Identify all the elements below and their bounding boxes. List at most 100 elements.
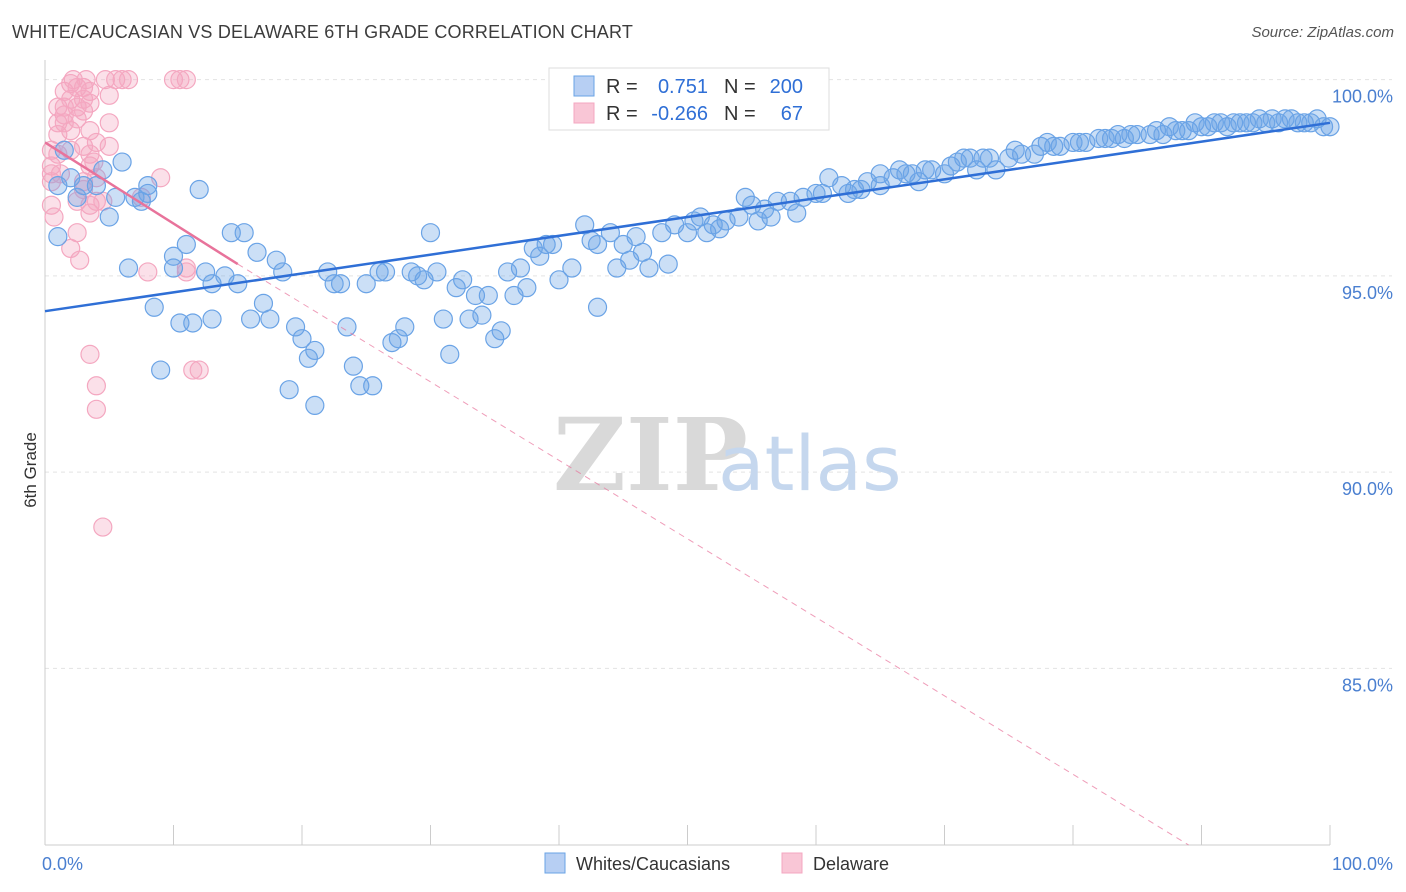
whites-point: [234, 223, 254, 243]
whites-point: [138, 183, 158, 204]
whites-point: [542, 234, 563, 255]
whites-point: [112, 152, 132, 172]
watermark-atlas: atlas: [718, 419, 902, 508]
delaware-point: [50, 164, 71, 184]
whites-point: [395, 317, 415, 337]
whites-point: [979, 148, 1000, 168]
delaware-point: [176, 262, 196, 282]
whites-point: [324, 274, 344, 294]
whites-trend-line: [44, 121, 1331, 313]
whites-point: [510, 258, 531, 278]
whites-point: [247, 242, 267, 262]
whites-point: [285, 317, 306, 337]
y-axis-label: 6th Grade: [21, 432, 40, 508]
delaware-point: [70, 250, 90, 270]
whites-point: [427, 262, 447, 282]
whites-point: [491, 321, 511, 341]
delaware-point: [99, 113, 119, 133]
whites-point: [375, 262, 396, 282]
whites-point: [48, 227, 68, 247]
legend-n-label-1: N =: [724, 76, 756, 98]
whites-point: [1191, 117, 1212, 137]
whites-point: [587, 234, 608, 255]
whites-point: [241, 309, 261, 329]
x-tick-labels: 0.0% 100.0%: [42, 854, 1393, 874]
whites-point: [472, 305, 492, 325]
legend-n-value-2: 67: [781, 103, 803, 125]
delaware-point: [112, 70, 132, 90]
legend: R = 0.751 N = 200 R = -0.266 N = 67: [548, 67, 830, 131]
whites-point: [459, 309, 479, 329]
whites-point: [658, 254, 678, 274]
whites-point: [697, 223, 717, 243]
whites-point: [330, 274, 351, 294]
whites-point: [453, 270, 473, 290]
whites-point: [363, 376, 383, 396]
watermark: ZIP atlas: [553, 396, 902, 514]
y-tick-labels: 85.0% 90.0% 95.0% 100.0%: [1332, 87, 1393, 696]
whites-point: [337, 317, 357, 337]
whites-point: [1044, 136, 1064, 156]
whites-point: [1069, 132, 1090, 153]
trend-lines: [44, 121, 1331, 846]
bottom-legend-swatch-pink: [781, 852, 803, 874]
delaware-point: [80, 203, 100, 223]
x-tick-label: 100.0%: [1332, 854, 1393, 874]
delaware-point: [189, 360, 209, 380]
legend-r-value-2: -0.266: [651, 103, 708, 125]
delaware-point: [93, 517, 113, 537]
whites-point: [517, 278, 537, 298]
legend-r-label-2: R =: [606, 103, 638, 125]
whites-point: [163, 246, 184, 266]
whites-point: [1179, 121, 1199, 141]
whites-point: [1275, 109, 1295, 129]
whites-point: [710, 219, 730, 239]
whites-point: [922, 160, 942, 180]
whites-point: [1076, 132, 1096, 153]
whites-point: [279, 380, 299, 400]
whites-point: [498, 262, 518, 282]
whites-point: [1024, 144, 1045, 164]
whites-point: [356, 274, 376, 294]
delaware-point: [76, 70, 96, 90]
whites-point: [735, 187, 755, 207]
chart-title: WHITE/CAUCASIAN VS DELAWARE 6TH GRADE CO…: [12, 22, 634, 42]
legend-r-label-1: R =: [606, 76, 638, 98]
whites-point: [485, 329, 505, 349]
whites-point: [999, 148, 1019, 168]
axes: [44, 60, 1331, 846]
y-tick-label: 85.0%: [1342, 675, 1393, 695]
whites-point: [189, 179, 209, 200]
legend-r-value-1: 0.751: [658, 76, 708, 98]
delaware-point: [176, 70, 196, 90]
legend-swatch-pink: [573, 102, 595, 124]
delaware-point: [44, 207, 64, 227]
whites-point: [536, 234, 556, 255]
whites-point: [305, 340, 325, 361]
whites-points: [48, 109, 1340, 415]
delaware-points: [41, 70, 209, 537]
whites-point: [639, 258, 659, 278]
whites-point: [1320, 117, 1340, 137]
delaware-point: [80, 93, 100, 113]
whites-point: [478, 285, 498, 306]
whites-point: [343, 356, 363, 376]
delaware-point: [86, 191, 107, 211]
delaware-point: [95, 70, 115, 90]
y-tick-label: 90.0%: [1342, 479, 1393, 499]
delaware-point: [67, 223, 87, 243]
whites-point: [954, 148, 974, 168]
bottom-legend-swatch-blue: [544, 852, 566, 874]
whites-point: [1095, 128, 1115, 149]
whites-point: [266, 250, 286, 270]
y-tick-label: 95.0%: [1342, 283, 1393, 303]
bottom-legend: Whites/Caucasians Delaware: [544, 852, 889, 874]
delaware-point: [67, 109, 87, 129]
whites-point: [305, 395, 325, 415]
delaware-point: [61, 121, 81, 141]
legend-n-value-1: 200: [770, 76, 803, 98]
delaware-point: [41, 195, 62, 215]
whites-point: [729, 207, 749, 227]
y-tick-label: 100.0%: [1332, 87, 1393, 107]
whites-point: [1050, 136, 1070, 156]
